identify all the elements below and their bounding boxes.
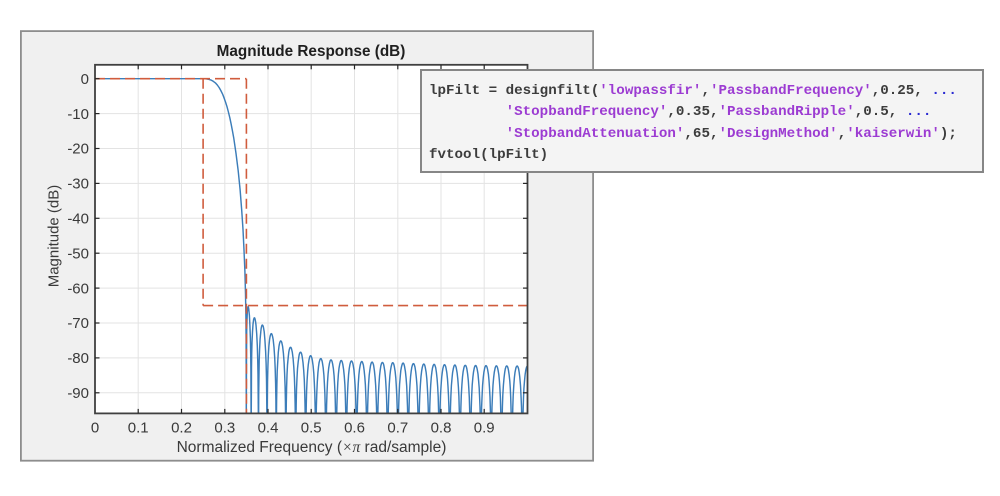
svg-text:0.9: 0.9 bbox=[474, 420, 495, 437]
svg-text:-40: -40 bbox=[67, 211, 89, 228]
svg-text:Magnitude Response (dB): Magnitude Response (dB) bbox=[217, 43, 406, 60]
svg-text:-20: -20 bbox=[67, 141, 89, 158]
svg-text:-10: -10 bbox=[67, 106, 89, 123]
svg-text:Magnitude (dB): Magnitude (dB) bbox=[46, 185, 63, 288]
svg-text:Normalized Frequency (×π rad/s: Normalized Frequency (×π rad/sample) bbox=[177, 439, 447, 456]
svg-text:-60: -60 bbox=[67, 280, 89, 297]
svg-text:0.2: 0.2 bbox=[171, 420, 192, 437]
svg-text:0: 0 bbox=[81, 71, 89, 88]
svg-text:0: 0 bbox=[91, 420, 99, 437]
svg-text:0.8: 0.8 bbox=[431, 420, 452, 437]
svg-text:-90: -90 bbox=[67, 385, 89, 402]
svg-text:-50: -50 bbox=[67, 245, 89, 262]
svg-text:0.4: 0.4 bbox=[258, 420, 279, 437]
svg-text:0.1: 0.1 bbox=[128, 420, 149, 437]
svg-text:-30: -30 bbox=[67, 176, 89, 193]
svg-text:0.6: 0.6 bbox=[344, 420, 365, 437]
svg-text:0.7: 0.7 bbox=[387, 420, 408, 437]
svg-text:-80: -80 bbox=[67, 350, 89, 367]
svg-text:0.3: 0.3 bbox=[214, 420, 235, 437]
svg-text:-70: -70 bbox=[67, 315, 89, 332]
svg-text:0.5: 0.5 bbox=[301, 420, 322, 437]
